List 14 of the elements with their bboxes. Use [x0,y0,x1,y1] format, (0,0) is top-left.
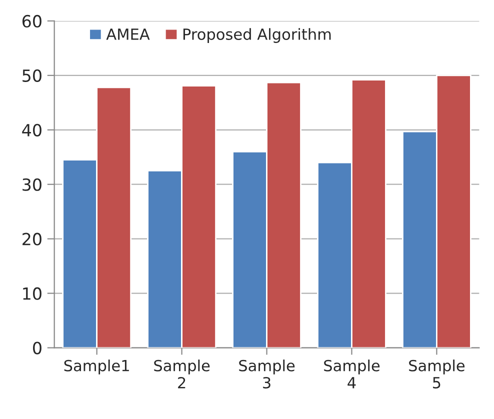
x-tick-label: Sample 2 [154,360,210,388]
legend-label: AMEA [106,28,150,40]
x-tick-label: Sample1 [64,360,129,374]
y-tick-label: 30 [22,178,42,191]
y-tick-label: 60 [22,14,42,28]
y-tick-label: 50 [22,69,42,82]
y-tick-label: 10 [23,287,42,300]
x-tick-label: Sample 3 [239,360,295,389]
y-tick-label: 40 [22,124,42,136]
y-tick-label: 20 [22,232,42,246]
x-tick-label: Sample 5 [409,360,465,389]
legend-label: Proposed Algorithm [183,28,331,43]
x-tick-label: Sample 4 [324,360,380,388]
y-tick-label: 0 [33,342,42,354]
